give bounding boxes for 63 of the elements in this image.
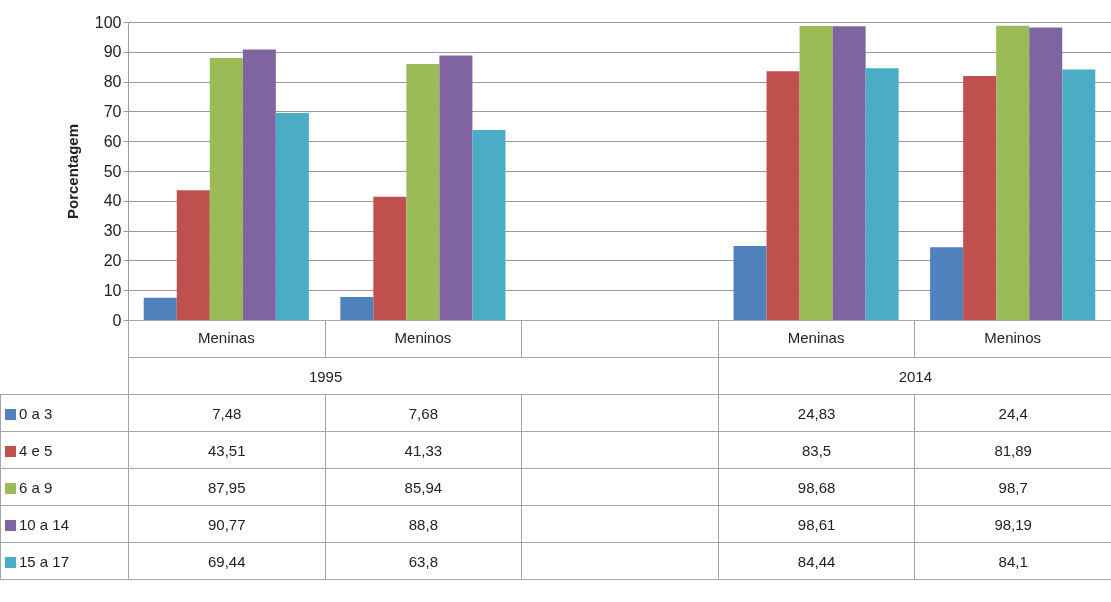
data-label: 7,48 <box>128 394 326 432</box>
x-tick-label: Meninas <box>787 328 845 346</box>
text: 2014 <box>897 367 934 385</box>
bar <box>176 190 210 320</box>
legend-label: 4 e 5 <box>0 431 129 469</box>
y-tick-label: 50 <box>103 162 122 180</box>
bar <box>373 196 407 320</box>
data-label: 85,94 <box>325 468 522 506</box>
y-tick-label: 20 <box>103 251 122 269</box>
bar <box>865 68 899 320</box>
legend-label: 10 a 14 <box>0 505 129 543</box>
legend-label: 0 a 3 <box>0 394 129 432</box>
data-label: 98,7 <box>914 468 1111 506</box>
text: 1995 <box>307 367 344 385</box>
bar <box>1062 69 1096 320</box>
y-tick-label: 10 <box>103 281 122 299</box>
bar <box>340 297 374 320</box>
y-tick-label: 60 <box>103 132 122 150</box>
data-label: 98,68 <box>718 468 915 506</box>
bar <box>832 26 866 320</box>
x-tick-label: Meninas <box>197 328 255 346</box>
bar <box>799 25 833 320</box>
data-label: 7,68 <box>325 394 522 432</box>
bar <box>143 297 177 320</box>
bar <box>1029 27 1063 320</box>
data-label: 88,8 <box>325 505 522 543</box>
bar <box>766 71 800 320</box>
y-tick-label: 0 <box>112 311 122 329</box>
legend-label: 15 a 17 <box>0 542 129 580</box>
data-label: 84,44 <box>718 542 915 580</box>
bar <box>242 49 276 320</box>
y-tick-label: 40 <box>103 192 122 210</box>
bar <box>472 129 506 320</box>
data-label: 90,77 <box>128 505 326 543</box>
y-axis-title: Porcentagem <box>63 123 81 220</box>
bar <box>209 57 243 320</box>
data-label: 84,1 <box>914 542 1111 580</box>
bar <box>733 246 767 320</box>
bar <box>439 55 473 320</box>
y-tick-label: 100 <box>94 13 122 31</box>
data-label: 63,8 <box>325 542 522 580</box>
data-label: 87,95 <box>128 468 326 506</box>
bar <box>963 75 997 320</box>
data-label: 98,19 <box>914 505 1111 543</box>
bar <box>996 25 1030 320</box>
data-label: 43,51 <box>128 431 326 469</box>
y-tick-label: 90 <box>103 43 122 61</box>
data-label: 98,61 <box>718 505 915 543</box>
bar <box>275 113 309 320</box>
y-tick-label: 80 <box>103 73 122 91</box>
data-label: 83,5 <box>718 431 915 469</box>
bar <box>930 247 964 320</box>
x-tick-label: Meninos <box>984 328 1042 346</box>
data-label: 24,4 <box>914 394 1111 432</box>
legend-label: 6 a 9 <box>0 468 129 506</box>
bar <box>406 63 440 320</box>
y-tick-label: 30 <box>103 222 122 240</box>
data-label: 41,33 <box>325 431 522 469</box>
data-label: 69,44 <box>128 542 326 580</box>
data-label: 81,89 <box>914 431 1111 469</box>
data-label: 24,83 <box>718 394 915 432</box>
x-tick-label: Meninos <box>394 328 452 346</box>
y-tick-label: 70 <box>103 102 122 120</box>
